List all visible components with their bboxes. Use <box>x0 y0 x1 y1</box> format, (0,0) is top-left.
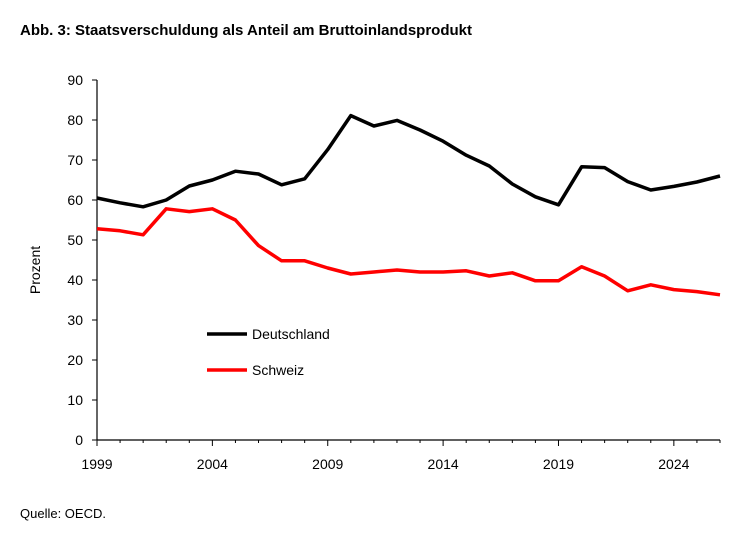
legend-label-deutschland: Deutschland <box>252 326 330 342</box>
x-tick-label: 2009 <box>312 456 343 472</box>
source-note: Quelle: OECD. <box>20 506 106 521</box>
y-axis-ticks: 0 10 20 30 40 50 60 70 80 90 <box>67 72 97 448</box>
legend-label-schweiz: Schweiz <box>252 362 304 378</box>
x-axis-ticks: 1999 2004 2009 2014 2019 2024 <box>81 440 721 472</box>
x-tick-label: 2024 <box>658 456 689 472</box>
y-axis-label: Prozent <box>27 246 43 294</box>
y-tick-label: 50 <box>67 232 83 248</box>
y-tick-label: 30 <box>67 312 83 328</box>
series-line-schweiz <box>96 207 721 297</box>
y-tick-label: 60 <box>67 192 83 208</box>
chart-axes <box>96 80 720 441</box>
x-tick-label: 2019 <box>543 456 574 472</box>
y-tick-label: 0 <box>75 432 83 448</box>
chart-title: Abb. 3: Staatsverschuldung als Anteil am… <box>20 22 472 39</box>
y-tick-label: 20 <box>67 352 83 368</box>
x-tick-label: 2014 <box>428 456 459 472</box>
y-tick-label: 40 <box>67 272 83 288</box>
series-lines <box>96 113 721 297</box>
series-line-deutschland <box>96 113 721 209</box>
x-tick-label: 2004 <box>197 456 228 472</box>
x-tick-label: 1999 <box>81 456 112 472</box>
legend: Deutschland Schweiz <box>207 326 330 378</box>
y-tick-label: 70 <box>67 152 83 168</box>
y-tick-label: 90 <box>67 72 83 88</box>
y-tick-label: 10 <box>67 392 83 408</box>
y-tick-label: 80 <box>67 112 83 128</box>
